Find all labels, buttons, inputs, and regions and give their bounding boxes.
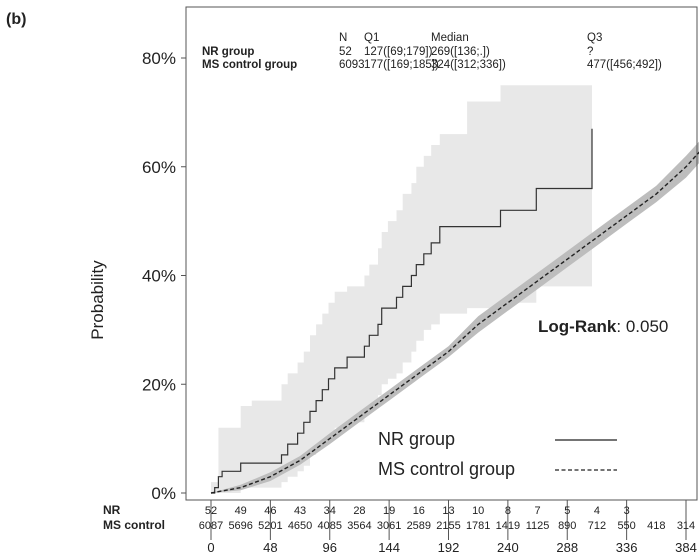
risk-value: 10 <box>472 505 484 517</box>
stats-cell: 127([69;179]) <box>364 46 433 58</box>
risk-value: 16 <box>413 505 425 517</box>
legend-label: MS control group <box>378 459 515 479</box>
risk-value: 4650 <box>288 520 312 532</box>
risk-table: NR 52 49 46 43 34 28 19 16 13 10 8 7 5 4 3MS control 608… <box>103 503 695 532</box>
stats-group-name: NR group <box>202 46 254 58</box>
x-tick-label: 240 <box>497 540 519 555</box>
x-tick-label: 384 <box>675 540 697 555</box>
risk-value: 43 <box>294 505 306 517</box>
risk-value: 28 <box>353 505 365 517</box>
y-tick-label: 80% <box>142 49 176 68</box>
legend: NR group MS control group <box>378 429 617 479</box>
log-rank-label: Log-Rank <box>538 317 617 336</box>
risk-row-label: NR <box>103 503 121 517</box>
risk-value: 550 <box>617 520 635 532</box>
stats-cell: ? <box>587 46 593 58</box>
risk-value: 4085 <box>318 520 342 532</box>
nr-group-line <box>211 128 593 494</box>
stats-header: Q3 <box>587 32 602 44</box>
risk-value: 5 <box>564 505 570 517</box>
risk-value: 2589 <box>407 520 431 532</box>
risk-value: 2155 <box>436 520 460 532</box>
risk-value: 34 <box>324 505 336 517</box>
stats-header: Q1 <box>364 32 379 44</box>
risk-value: 49 <box>235 505 247 517</box>
stats-cell: 6093 <box>339 59 365 71</box>
legend-label: NR group <box>378 429 455 449</box>
y-tick-label: 20% <box>142 375 176 394</box>
risk-value: 19 <box>383 505 395 517</box>
x-tick-label: 96 <box>323 540 337 555</box>
risk-value: 1125 <box>526 520 550 532</box>
stats-table: N Q1 Median Q3 NR group 52 127([69;179])269([1… <box>202 32 662 71</box>
log-rank-annotation: Log-Rank: 0.050 <box>538 317 668 336</box>
x-tick-label: 144 <box>378 540 400 555</box>
x-tick-label: 336 <box>616 540 638 555</box>
stats-header: N <box>339 32 347 44</box>
risk-value: 418 <box>647 520 665 532</box>
risk-value: 890 <box>558 520 576 532</box>
risk-value: 46 <box>264 505 276 517</box>
risk-value: 3 <box>624 505 630 517</box>
confidence-bands <box>211 85 699 493</box>
y-tick-label: 0% <box>151 484 176 503</box>
y-tick-label: 40% <box>142 267 176 286</box>
y-tick-label: 60% <box>142 158 176 177</box>
risk-value: 314 <box>677 520 695 532</box>
risk-value: 13 <box>442 505 454 517</box>
series-lines <box>210 128 699 494</box>
risk-value: 3564 <box>347 520 371 532</box>
risk-row-label: MS control <box>103 518 165 532</box>
stats-cell: 177([169;185]) <box>364 59 439 71</box>
stats-cell: 324([312;336]) <box>431 59 506 71</box>
risk-value: 5201 <box>258 520 282 532</box>
x-tick-label: 48 <box>263 540 277 555</box>
x-tick-label: 192 <box>438 540 460 555</box>
stats-cell: 52 <box>339 46 352 58</box>
stats-group-name: MS control group <box>202 59 297 71</box>
risk-value: 8 <box>505 505 511 517</box>
x-tick-label: 288 <box>556 540 578 555</box>
stats-cell: 477([456;492]) <box>587 59 662 71</box>
log-rank-value: : 0.050 <box>616 317 668 336</box>
plot-frame <box>185 6 698 501</box>
y-axis-label: Probability <box>88 260 107 340</box>
risk-value: 52 <box>205 505 217 517</box>
risk-value: 4 <box>594 505 600 517</box>
risk-value: 3061 <box>377 520 401 532</box>
nr-confidence-band <box>211 85 592 493</box>
risk-value: 7 <box>535 505 541 517</box>
panel-label: (b) <box>6 11 26 28</box>
risk-value: 1781 <box>466 520 490 532</box>
risk-value: 712 <box>588 520 606 532</box>
axes: 0%20%40%60%80%0 48 96 144 192 240 288 336 384 <box>142 6 698 555</box>
risk-value: 5696 <box>228 520 252 532</box>
risk-value: 1419 <box>496 520 520 532</box>
risk-value: 6087 <box>199 520 223 532</box>
stats-cell: 269([136;.]) <box>431 46 490 58</box>
stats-header: Median <box>431 32 469 44</box>
ms-control-line <box>210 151 699 494</box>
x-tick-label: 0 <box>207 540 214 555</box>
